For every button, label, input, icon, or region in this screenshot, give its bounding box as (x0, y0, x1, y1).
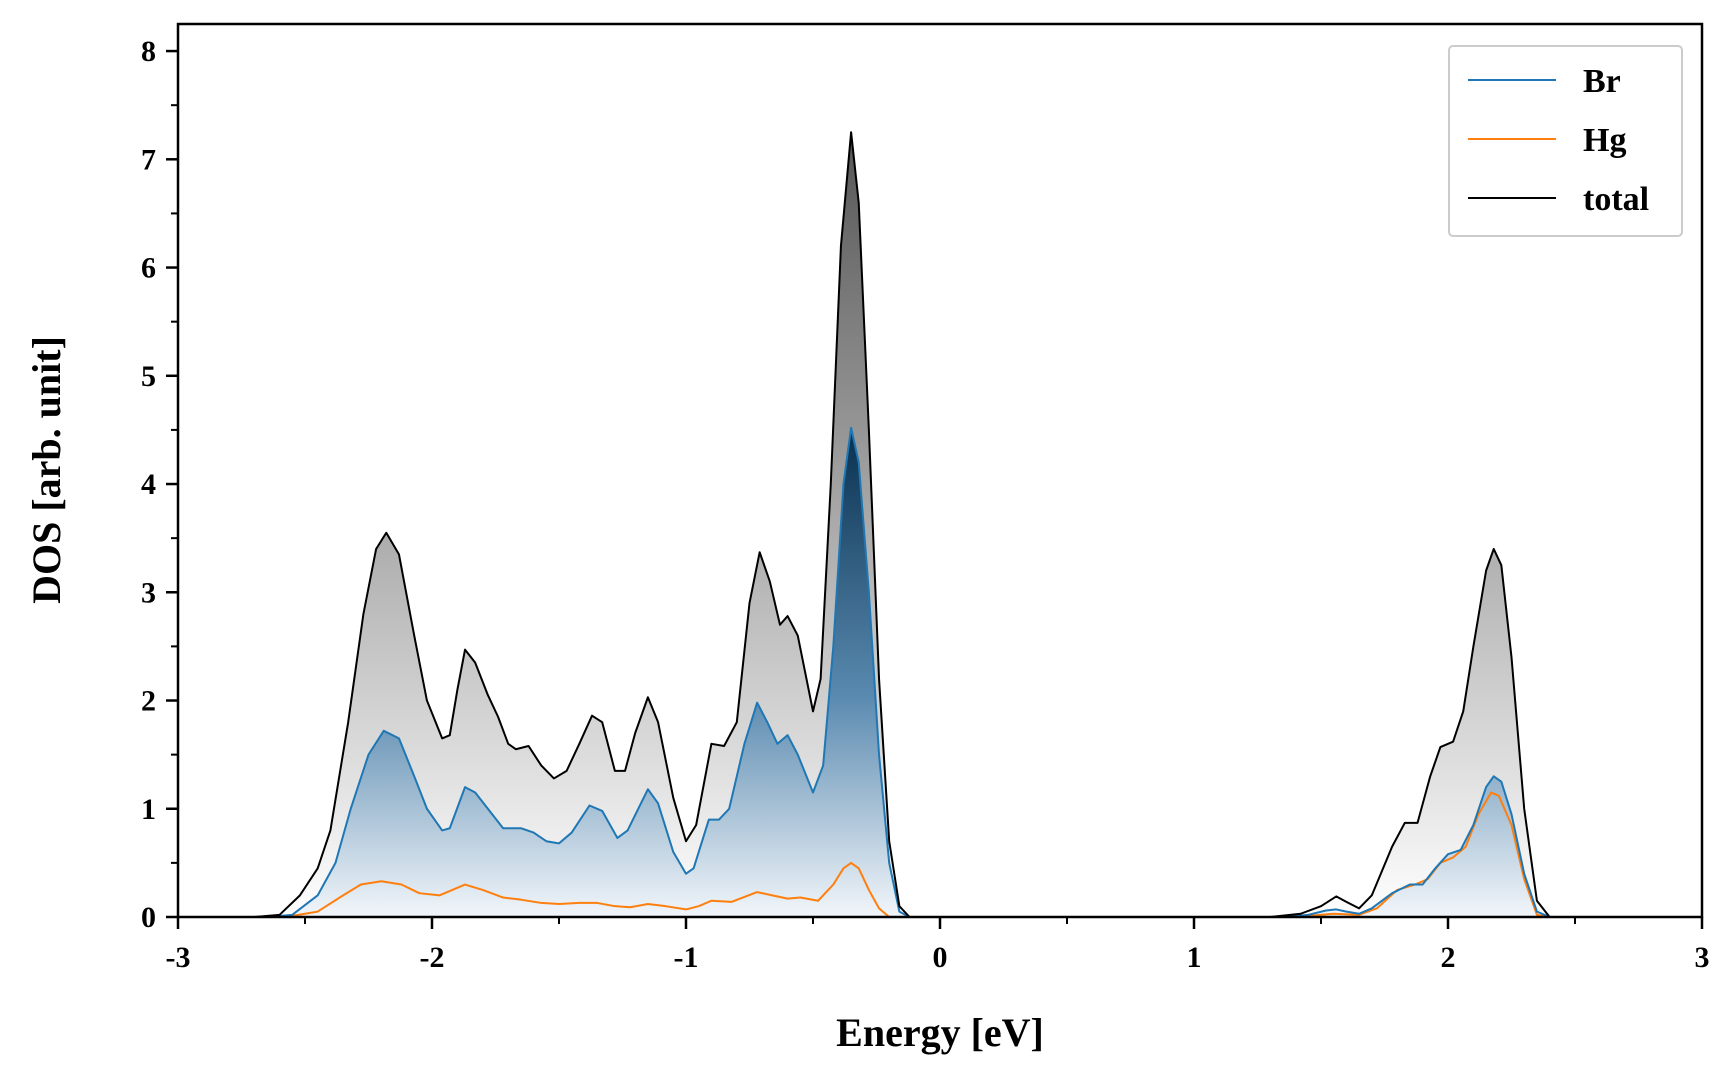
legend-label-total: total (1583, 181, 1649, 218)
legend-box (1448, 45, 1683, 237)
y-tick-label: 0 (141, 901, 156, 934)
y-tick-label: 5 (141, 360, 156, 393)
x-tick-label: 1 (1187, 941, 1202, 974)
series-lines (178, 131, 1702, 917)
area-fill-Br (266, 427, 1550, 917)
x-tick-label: -1 (674, 941, 699, 974)
legend-label-Hg: Hg (1583, 122, 1626, 159)
x-axis: -3 -2 -1 0 1 2 3 (166, 917, 1710, 974)
series-line-Hg (178, 791, 1702, 917)
y-tick-label: 8 (141, 35, 156, 68)
x-tick-label: 2 (1441, 941, 1456, 974)
y-tick-label: 7 (141, 143, 156, 176)
x-tick-label: -2 (420, 941, 445, 974)
x-axis-title: Energy [eV] (836, 1010, 1044, 1055)
x-tick-label: -3 (166, 941, 191, 974)
y-tick-label: 3 (141, 576, 156, 609)
x-tick-label: 3 (1695, 941, 1710, 974)
y-tick-label: 4 (141, 468, 156, 501)
series-line-total (178, 131, 1702, 917)
y-tick-label: 6 (141, 252, 156, 285)
y-axis: 0 1 2 3 4 5 6 7 8 (141, 35, 178, 934)
legend-label-Br: Br (1583, 63, 1621, 100)
y-axis-title: DOS [arb. unit] (24, 336, 69, 604)
legend: Br Hg total (1448, 45, 1683, 237)
series-line-Br (178, 426, 1702, 917)
area-fill-total (254, 132, 1550, 917)
y-tick-label: 2 (141, 685, 156, 718)
x-tick-label: 0 (933, 941, 948, 974)
y-tick-label: 1 (141, 793, 156, 826)
area-fills (254, 132, 1550, 917)
